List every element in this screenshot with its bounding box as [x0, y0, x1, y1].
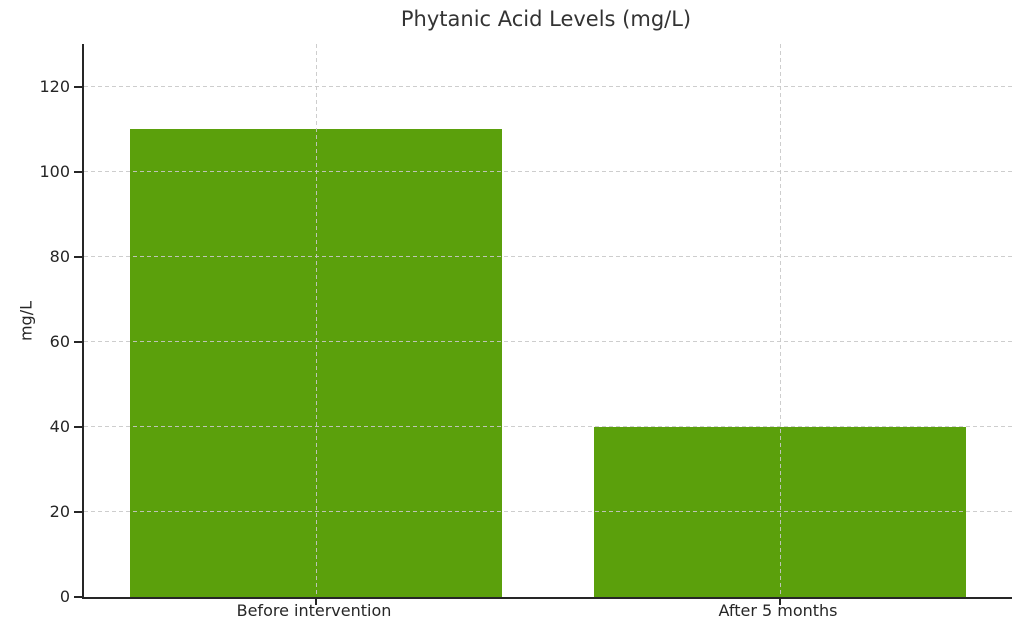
y-tick-mark — [74, 510, 82, 513]
horizontal-gridline — [84, 86, 1012, 88]
y-tick-label: 80 — [49, 246, 70, 266]
y-tick-label: 0 — [59, 587, 70, 606]
horizontal-gridline — [84, 511, 1012, 513]
y-tick-mark — [74, 170, 82, 173]
y-tick-mark — [74, 85, 82, 88]
vertical-gridline — [315, 44, 317, 597]
vertical-gridline — [779, 44, 781, 597]
y-tick-mark — [74, 425, 82, 428]
horizontal-gridline — [84, 256, 1012, 258]
y-tick-mark — [74, 340, 82, 343]
horizontal-gridline — [84, 171, 1012, 173]
y-tick-label: 60 — [49, 331, 70, 351]
y-tick-mark — [74, 255, 82, 258]
plot-area — [74, 44, 1012, 605]
horizontal-gridline — [84, 426, 1012, 428]
y-tick-labels: 0 20 40 60 80 100 120 — [0, 44, 70, 606]
x-tick-label: After 5 months — [718, 601, 838, 620]
x-tick-mark — [779, 599, 781, 605]
x-tick-labels: Before intervention After 5 months — [82, 601, 1010, 629]
y-tick-mark — [74, 596, 82, 598]
y-tick-label: 120 — [39, 76, 70, 96]
x-tick-label: Before intervention — [236, 601, 392, 620]
y-tick-label: 40 — [49, 416, 70, 436]
chart-title: Phytanic Acid Levels (mg/L) — [400, 7, 692, 31]
x-tick-mark — [315, 599, 317, 605]
horizontal-gridline — [84, 341, 1012, 343]
y-tick-label: 100 — [39, 161, 70, 181]
y-tick-label: 20 — [49, 501, 70, 521]
